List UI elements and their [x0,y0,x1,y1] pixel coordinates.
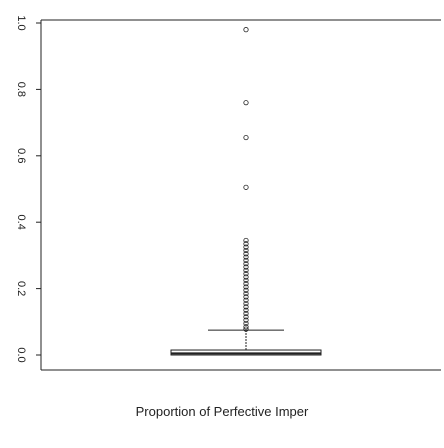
outliers [244,27,248,331]
y-tick-label: 1.0 [15,15,27,30]
y-tick-label: 0.8 [15,82,27,97]
y-tick-label: 0.2 [15,281,27,296]
box-group [171,330,321,355]
outlier-point [244,185,248,189]
y-tick-label: 0.6 [15,148,27,163]
y-axis-ticks: 0.0 0.2 0.4 0.6 0.8 1.0 [15,15,41,362]
outlier-point [244,27,248,31]
y-tick-label: 0.4 [15,215,27,230]
x-axis-label: Proportion of Perfective Imper [0,404,444,419]
outlier-point [244,135,248,139]
outlier-point [244,100,248,104]
y-tick-label: 0.0 [15,347,27,362]
